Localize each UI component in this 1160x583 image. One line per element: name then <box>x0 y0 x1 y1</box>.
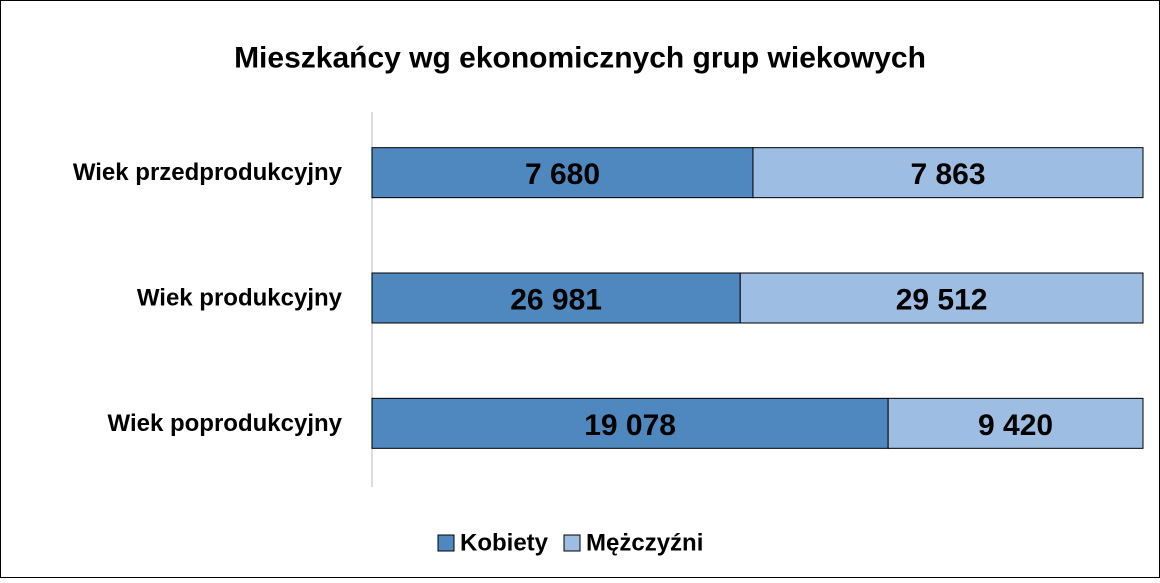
legend-swatch <box>437 534 455 552</box>
y-tick-label: Wiek poprodukcyjny <box>108 410 343 437</box>
data-label: 29 512 <box>896 284 988 317</box>
data-label: 26 981 <box>510 284 602 317</box>
legend-swatch <box>563 534 581 552</box>
bar <box>752 147 1144 199</box>
data-label: 7 863 <box>910 158 985 191</box>
legend-label: Mężczyźni <box>586 530 703 557</box>
data-label: 19 078 <box>584 409 676 442</box>
chart-title: Mieszkańcy wg ekonomicznych grup wiekowy… <box>234 42 926 75</box>
data-label: 7 680 <box>525 158 600 191</box>
bar <box>371 147 754 199</box>
y-tick-label: Wiek produkcyjny <box>137 285 343 312</box>
y-tick-label: Wiek przedprodukcyjny <box>73 159 343 186</box>
legend-label: Kobiety <box>460 530 549 557</box>
data-label: 9 420 <box>978 409 1053 442</box>
bar <box>887 397 1144 449</box>
bar <box>371 397 889 449</box>
bar <box>739 272 1144 324</box>
